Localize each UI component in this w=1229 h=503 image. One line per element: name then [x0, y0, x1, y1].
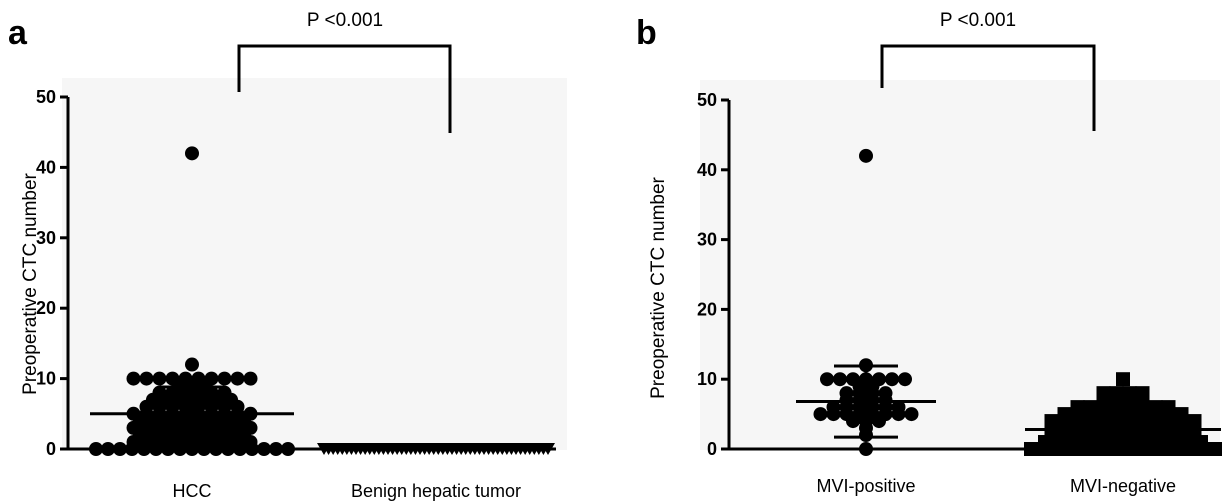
data-point-square — [1197, 442, 1212, 456]
y-tick-label: 0 — [707, 439, 717, 459]
panel-a: a Preoperative CTC number 0 10 20 30 40 50 P … — [8, 10, 567, 501]
data-point-circle — [113, 442, 127, 456]
significance-label: P <0.001 — [307, 10, 383, 31]
category-label-hcc: HCC — [173, 481, 212, 501]
data-point-circle — [197, 442, 211, 456]
panel-b: b Preoperative CTC number 0 10 20 30 40 50 P … — [636, 10, 1222, 496]
data-point-circle — [185, 357, 199, 372]
y-tick-label: 40 — [697, 160, 717, 180]
data-point-square — [1078, 442, 1093, 456]
data-point-square — [1116, 372, 1130, 387]
data-point-square — [1208, 442, 1222, 456]
category-label-mvi-negative: MVI-negative — [1070, 476, 1176, 496]
data-point-circle — [820, 372, 834, 387]
data-point-circle — [904, 407, 919, 422]
panel-letter: a — [8, 14, 28, 52]
y-tick-label: 0 — [46, 439, 56, 459]
data-point-circle — [185, 442, 199, 456]
y-tick-label: 30 — [36, 228, 56, 248]
data-point-circle — [137, 442, 151, 456]
data-point-circle — [217, 371, 232, 386]
data-point-circle — [245, 442, 259, 456]
y-ticks: 0 10 20 30 40 50 — [697, 90, 729, 459]
data-point-circle — [221, 442, 235, 456]
y-tick-label: 50 — [697, 90, 717, 110]
data-point-circle — [891, 407, 906, 422]
data-point-circle — [826, 407, 841, 422]
data-point-circle — [161, 442, 175, 456]
y-tick-label: 20 — [36, 298, 56, 318]
data-point-square — [1034, 442, 1049, 456]
data-point-circle — [859, 148, 873, 163]
data-point-circle — [243, 371, 258, 386]
data-point-circle — [872, 414, 886, 429]
significance-bracket — [237, 44, 452, 133]
y-tick-label: 40 — [36, 157, 56, 177]
data-points — [813, 148, 1222, 456]
data-point-circle — [126, 371, 141, 386]
data-point-circle — [173, 442, 187, 456]
data-point-square — [1056, 442, 1071, 456]
data-point-circle — [257, 442, 271, 456]
data-point-square — [1164, 442, 1179, 456]
data-point-circle — [89, 442, 103, 456]
y-tick-label: 30 — [697, 230, 717, 250]
data-point-circle — [833, 372, 847, 387]
data-point-circle — [152, 371, 167, 386]
data-point-circle — [185, 146, 199, 161]
data-point-circle — [269, 442, 283, 456]
data-point-circle — [209, 442, 223, 456]
y-ticks: 0 10 20 30 40 50 — [36, 87, 68, 459]
category-label-mvi-positive: MVI-positive — [816, 476, 915, 496]
significance-bracket — [880, 44, 1096, 131]
y-axis-title: Preoperative CTC number — [648, 176, 669, 398]
data-point-square — [1186, 442, 1201, 456]
y-tick-label: 20 — [697, 299, 717, 319]
data-point-circle — [139, 371, 154, 386]
mean-sd-bars — [90, 385, 554, 451]
data-point-circle — [898, 372, 912, 387]
data-point-circle — [149, 442, 163, 456]
y-tick-label: 10 — [697, 369, 717, 389]
y-tick-label: 10 — [36, 369, 56, 389]
data-point-square — [1153, 442, 1168, 456]
data-point-circle — [233, 442, 247, 456]
data-point-circle — [125, 442, 139, 456]
panel-letter: b — [636, 14, 657, 52]
data-point-circle — [813, 407, 828, 422]
plot-background — [62, 78, 567, 450]
data-point-square — [1045, 442, 1060, 456]
data-point-circle — [101, 442, 115, 456]
data-point-square — [1024, 442, 1038, 456]
data-point-circle — [281, 442, 295, 456]
category-label-benign: Benign hepatic tumor — [351, 481, 521, 501]
y-tick-label: 50 — [36, 87, 56, 107]
data-point-square — [1175, 442, 1190, 456]
y-axis-title: Preoperative CTC number — [20, 172, 41, 394]
data-point-circle — [846, 414, 860, 429]
significance-label: P <0.001 — [940, 10, 1016, 31]
data-point-square — [1067, 442, 1082, 456]
mean-sd-bars — [796, 364, 1221, 448]
data-point-circle — [859, 442, 873, 456]
data-point-circle — [230, 371, 245, 386]
data-point-circle — [885, 372, 899, 387]
